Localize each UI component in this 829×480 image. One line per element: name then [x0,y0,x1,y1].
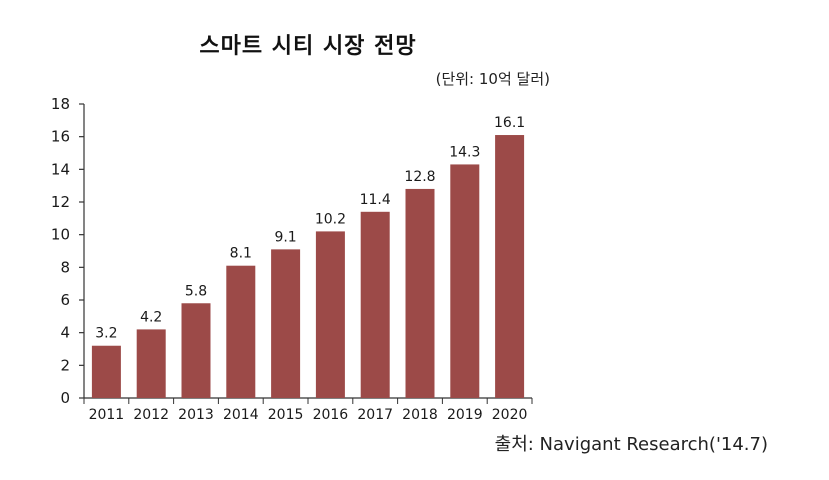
x-tick-label: 2013 [178,407,214,423]
data-label: 9.1 [274,229,296,245]
x-tick-label: 2014 [223,407,259,423]
x-tick-label: 2015 [268,407,304,423]
x-tick-label: 2017 [357,407,393,423]
y-axis: 0 2 4 6 8 10 12 14 16 18 [51,95,85,407]
y-tick-label: 12 [51,193,70,211]
x-axis: 2011 2012 2013 2014 2015 2016 2017 2018 2019 2020 [83,397,533,423]
y-tick-label: 0 [60,389,70,407]
data-label: 3.2 [95,326,117,342]
bar [450,164,480,398]
y-tick-label: 18 [51,95,70,113]
bar [181,303,211,398]
y-tick-label: 6 [60,291,70,309]
bar [495,135,525,399]
bar [315,231,345,398]
data-label: 4.2 [140,309,162,325]
data-label: 8.1 [230,246,252,262]
y-tick-label: 8 [60,258,70,276]
data-labels: 3.2 4.2 5.8 8.1 9.1 10.2 11.4 12.8 14.3 16.1 [95,115,525,342]
data-label: 14.3 [449,144,480,160]
bar [136,329,166,398]
source-note: 출처: Navigant Research('14.7) [494,434,768,455]
unit-label: (단위: 10억 달러) [435,70,550,88]
y-tick-label: 14 [51,160,70,178]
bars [91,135,525,399]
data-label: 10.2 [315,211,346,227]
y-tick-label: 4 [60,324,70,342]
x-tick-label: 2020 [492,407,528,423]
bar [271,249,301,398]
chart-title: 스마트 시티 시장 전망 [199,34,417,59]
bar [405,188,435,398]
y-tick-label: 2 [60,356,70,374]
bar [226,265,256,398]
data-label: 11.4 [360,192,391,208]
bar [91,345,121,398]
data-label: 5.8 [185,283,207,299]
x-tick-label: 2016 [313,407,349,423]
data-label: 16.1 [494,115,525,131]
x-tick-label: 2018 [402,407,438,423]
bar [360,211,390,398]
x-tick-label: 2019 [447,407,483,423]
y-tick-label: 16 [51,128,70,146]
y-tick-label: 10 [51,226,70,244]
data-label: 12.8 [404,169,435,185]
x-tick-label: 2011 [89,407,125,423]
x-tick-label: 2012 [133,407,169,423]
